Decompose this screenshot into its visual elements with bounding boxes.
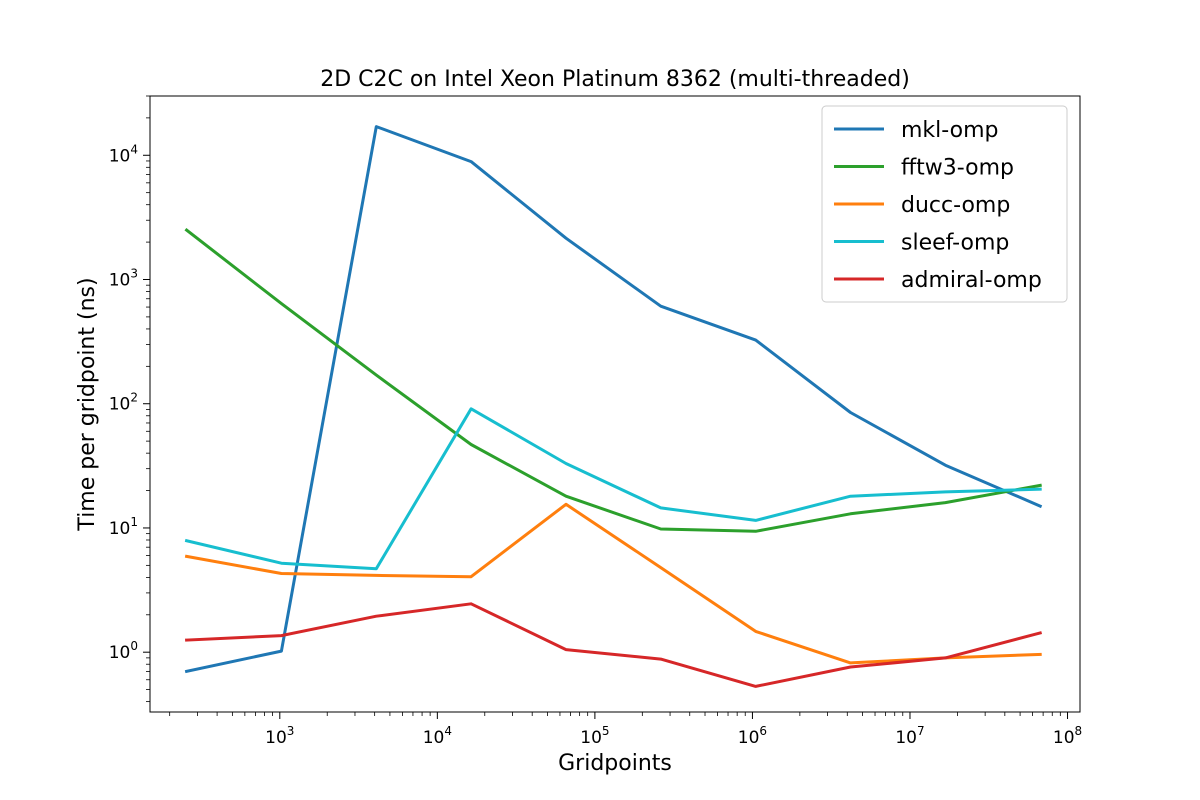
- x-tick-label: 103: [265, 724, 294, 748]
- y-tick-label: 102: [109, 391, 138, 415]
- legend-frame: [821, 105, 1068, 303]
- y-tick-label: 103: [109, 267, 138, 291]
- x-tick-label: 108: [1053, 724, 1082, 748]
- series-line-fftw3-omp: [184, 227, 1042, 533]
- x-tick-label: 107: [895, 724, 924, 748]
- y-tick-label: 100: [109, 639, 138, 663]
- x-axis-ticks: 103 104 105 106 107 108: [169, 712, 1082, 748]
- plot-area-frame: [149, 95, 1081, 713]
- legend-label-mkl-omp: mkl-omp: [901, 118, 999, 143]
- legend-label-sleef-omp: sleef-omp: [901, 231, 1009, 256]
- y-axis-ticks: 100 101 102 103 104: [109, 95, 150, 703]
- x-tick-label: 104: [423, 724, 452, 748]
- series-lines: [184, 125, 1043, 688]
- legend-label-admiral-omp: admiral-omp: [901, 268, 1042, 293]
- y-tick-label: 104: [109, 142, 138, 166]
- legend-label-fftw3-omp: fftw3-omp: [901, 156, 1014, 181]
- legend: mkl-omp fftw3-omp ducc-omp sleef-omp admiral…: [821, 105, 1068, 303]
- y-axis-label: Time per gridpoint (ns): [75, 277, 100, 531]
- series-line-ducc-omp: [184, 502, 1042, 665]
- series-line-sleef-omp: [184, 407, 1042, 571]
- legend-label-ducc-omp: ducc-omp: [901, 193, 1010, 218]
- x-axis-label: Gridpoints: [558, 751, 672, 776]
- x-tick-label: 105: [580, 724, 609, 748]
- series-line-mkl-omp: [184, 125, 1043, 674]
- x-tick-label: 106: [738, 724, 767, 748]
- series-line-admiral-omp: [185, 602, 1043, 688]
- y-tick-label: 101: [109, 515, 138, 539]
- chart-title: 2D C2C on Intel Xeon Platinum 8362 (mult…: [320, 67, 910, 92]
